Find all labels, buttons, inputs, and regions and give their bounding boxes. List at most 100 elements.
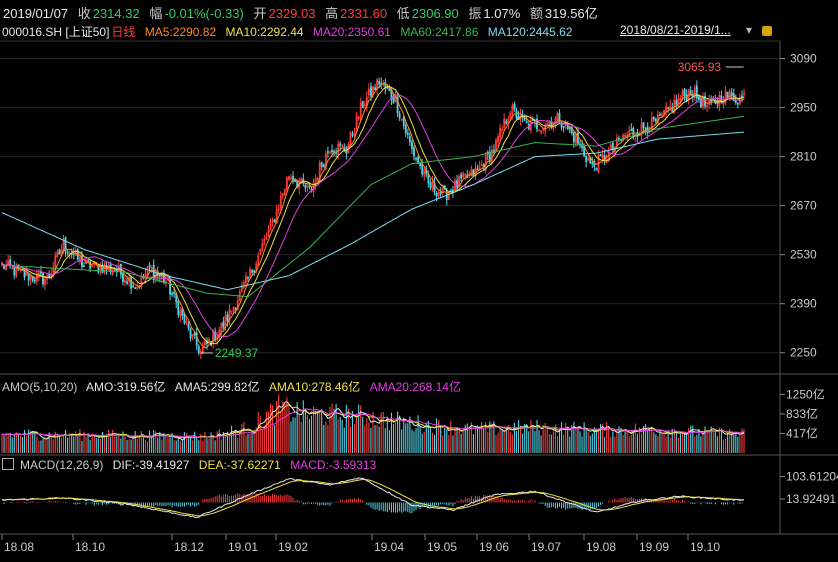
candle-body (724, 90, 727, 103)
candle-body (515, 110, 518, 119)
high-annotation: 3065.93 (678, 60, 722, 74)
ma60-label: MA60:2417.86 (400, 25, 479, 39)
price-tick-label: 3090 (790, 52, 817, 66)
period-label[interactable]: 日线 (111, 25, 136, 39)
open-value: 2329.03 (268, 6, 316, 21)
candle-body (146, 266, 149, 276)
x-tick-label: 19.08 (586, 540, 616, 554)
candle-body (183, 313, 186, 324)
candle-body (31, 275, 34, 281)
candle-body (741, 95, 743, 98)
candle-body (292, 176, 294, 182)
candle-body (388, 88, 391, 92)
dea-line (1, 479, 744, 517)
close-value: 2314.32 (92, 6, 140, 21)
candle-body (640, 123, 643, 137)
price-tick-label: 2530 (790, 248, 817, 262)
candle-body (318, 163, 321, 181)
low-value: 2306.90 (411, 6, 459, 21)
candle-body (675, 100, 678, 105)
candle-body (261, 243, 264, 252)
candle-body (177, 301, 180, 316)
candle-body (577, 132, 579, 144)
candle-body (499, 127, 501, 138)
ma10-label: MA10:2292.44 (225, 25, 304, 39)
date-range-selector[interactable]: 2018/08/21-2019/1... (620, 23, 731, 37)
candle-body (484, 154, 487, 171)
candle-body (357, 117, 360, 119)
candle-body (624, 134, 627, 137)
ma-legend: 000016.SH [上证50] 日线 MA5:2290.82 MA10:2292… (2, 23, 578, 40)
symbol-label[interactable]: 000016.SH [上证50] (2, 25, 110, 39)
candle-body (363, 104, 366, 107)
candle-body (575, 134, 577, 144)
ma-lines (1, 83, 745, 349)
candle-body (87, 260, 90, 263)
macd-title: MACD(12,26,9) (20, 458, 104, 472)
candle-body (642, 122, 645, 129)
candle-body (122, 272, 124, 283)
price-annotations: 3065.93 2249.37 (200, 60, 744, 360)
quote-header: 2019/01/07 收 2314.32 幅 -0.01%(-0.33) 开 2329… (3, 3, 604, 22)
x-tick-label: 19.02 (278, 540, 308, 554)
candle-body (400, 118, 403, 121)
low-label: 低 (396, 6, 410, 21)
candle-body (33, 279, 36, 282)
amp-value: 1.07% (483, 6, 521, 21)
candle-body (720, 95, 723, 104)
dea-value: DEA:-37.62271 (198, 458, 281, 472)
candle-body (587, 158, 590, 161)
price-tick-label: 2810 (790, 150, 817, 164)
candle-body (480, 164, 483, 166)
candle-body (464, 174, 467, 176)
ma5-line (1, 83, 745, 349)
candle-body (644, 128, 647, 130)
candle-body (111, 269, 114, 275)
candle-body (497, 135, 499, 143)
chevron-down-icon[interactable]: ▾ (746, 23, 753, 37)
candle-body (677, 97, 680, 107)
candle-body (285, 177, 288, 190)
candle-body (144, 273, 147, 280)
candle-body (320, 162, 323, 167)
candle-body (56, 251, 59, 258)
checkbox-icon[interactable] (2, 458, 14, 470)
candle-body (208, 339, 210, 342)
candle-body (150, 267, 153, 270)
candle-body (538, 129, 540, 132)
x-tick-label: 19.05 (427, 540, 457, 554)
candle-body (513, 103, 516, 110)
candle-body (148, 264, 151, 268)
candle-body (83, 265, 85, 268)
x-tick-label: 18.10 (75, 540, 105, 554)
candle-body (540, 130, 542, 133)
candle-body (339, 143, 342, 146)
candle-body (421, 163, 424, 175)
ma120-line (1, 131, 745, 291)
candle-body (27, 273, 30, 281)
candle-body (736, 102, 739, 105)
candle-body (42, 273, 44, 285)
candle-body (91, 265, 94, 268)
x-tick-label: 19.10 (690, 540, 720, 554)
candle-body (134, 287, 137, 289)
candle-body (652, 116, 655, 120)
candle-body (273, 219, 276, 223)
lock-icon[interactable] (762, 26, 772, 36)
candle-body (419, 162, 422, 167)
candle-body (265, 237, 268, 240)
candle-body (423, 169, 426, 176)
candle-body (734, 100, 737, 104)
candle-body (259, 248, 262, 254)
amount-label: 额 (529, 6, 543, 21)
x-tick-label: 19.07 (531, 540, 561, 554)
candle-body (277, 208, 280, 211)
candle-body (437, 192, 440, 197)
candle-body (187, 323, 190, 329)
open-label: 开 (253, 6, 267, 21)
amount-value: 319.56亿 (544, 6, 598, 21)
candle-body (124, 279, 126, 283)
amo-legend: AMO(5,10,20) AMO:319.56亿 AMA5:299.82亿 AM… (2, 378, 467, 395)
candle-body (263, 239, 266, 246)
